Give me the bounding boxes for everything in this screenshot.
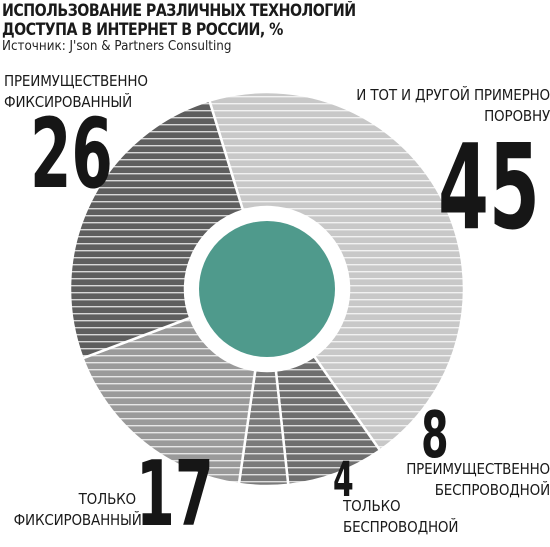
chart-source: Источник: J'son & Partners Consulting xyxy=(2,39,232,54)
slice-label-both-equal: И ТОТ И ДРУГОЙ ПРИМЕРНО ПОРОВНУ xyxy=(356,86,550,125)
slice-value-mostly-wireless: 8 xyxy=(421,399,449,473)
slice-value-both-equal: 45 xyxy=(438,118,540,256)
slice-label-mostly-fixed: ПРЕИМУЩЕСТВЕННО ФИКСИРОВАННЫЙ xyxy=(4,72,148,111)
chart-title-line-1: ИСПОЛЬЗОВАНИЕ РАЗЛИЧНЫХ ТЕХНОЛОГИЙ xyxy=(2,1,356,20)
slice-label-mostly-wireless: ПРЕИМУЩЕСТВЕННО БЕСПРОВОДНОЙ xyxy=(406,460,550,499)
chart-title-line-2: ДОСТУПА В ИНТЕРНЕТ В РОССИИ, % xyxy=(2,20,283,39)
chart-title: ИСПОЛЬЗОВАНИЕ РАЗЛИЧНЫХ ТЕХНОЛОГИЙ ДОСТУ… xyxy=(2,1,363,39)
center-disc xyxy=(199,221,335,357)
slice-label-only-wireless: ТОЛЬКО БЕСПРОВОДНОЙ xyxy=(343,497,459,536)
slice-value-only-fixed: 17 xyxy=(136,442,214,547)
slice-value-only-wireless: 4 xyxy=(333,452,354,508)
slice-label-only-fixed: ТОЛЬКО ФИКСИРОВАННЫЙ xyxy=(13,490,142,529)
slice-value-mostly-fixed: 26 xyxy=(30,98,113,210)
slice-only-fixed xyxy=(80,316,257,486)
